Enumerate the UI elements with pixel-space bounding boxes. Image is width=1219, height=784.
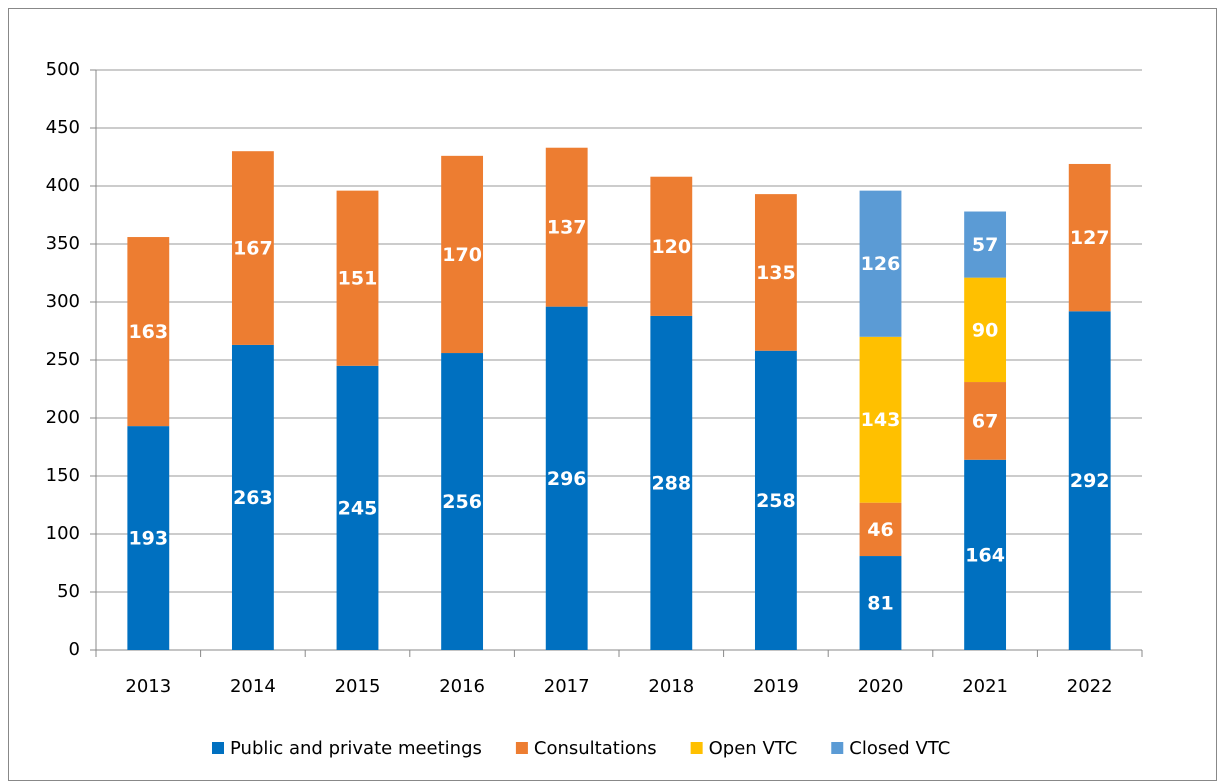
y-tick-label: 350 [46,233,80,254]
x-tick-label: 2015 [335,676,381,697]
bar-segment [650,315,693,650]
data-label: 170 [442,244,482,266]
legend-label: Public and private meetings [230,738,482,759]
data-label: 256 [442,491,482,513]
data-label: 143 [861,409,901,431]
legend-swatch [831,742,844,754]
y-tick-label: 0 [69,639,80,660]
bar-segment [650,176,693,316]
legend-label: Consultations [534,738,657,759]
legend-label: Open VTC [709,738,798,759]
data-label: 245 [338,497,378,519]
bar-segment [964,459,1007,650]
x-tick-label: 2018 [648,676,694,697]
data-label: 46 [867,519,893,541]
bar-segment [545,147,588,307]
bar-segment [964,211,1007,278]
data-label: 151 [338,268,378,290]
data-label: 292 [1070,470,1110,492]
bar-segment [441,155,484,354]
bar-segment [441,353,484,650]
data-label: 263 [233,487,273,509]
data-label: 167 [233,238,273,260]
y-tick-label: 250 [46,349,80,370]
x-tick-label: 2016 [439,676,485,697]
x-tick-label: 2022 [1067,676,1113,697]
x-tick-label: 2019 [753,676,799,697]
bar-segment [231,151,274,345]
bar-segment [336,190,379,366]
y-tick-label: 100 [46,523,80,544]
x-tick-label: 2021 [962,676,1008,697]
y-tick-label: 50 [57,581,80,602]
data-label: 127 [1070,227,1110,249]
data-label: 81 [867,593,893,615]
data-label: 137 [547,217,587,239]
bar-segment [964,382,1007,460]
data-label: 90 [972,319,998,341]
bar-segment [231,344,274,650]
y-tick-label: 400 [46,175,80,196]
data-label: 135 [756,262,796,284]
bar-segment [859,556,902,650]
bar-segment [336,365,379,650]
data-label: 57 [972,234,998,256]
legend-label: Closed VTC [849,738,950,759]
bar-segment [859,190,902,337]
data-label: 67 [972,410,998,432]
bar-segment [754,194,797,351]
data-label: 164 [965,544,1005,566]
y-tick-label: 450 [46,117,80,138]
x-tick-label: 2020 [858,676,904,697]
y-tick-label: 300 [46,291,80,312]
legend-swatch [212,742,224,754]
data-label: 126 [861,253,901,275]
data-label: 296 [547,468,587,490]
bar-segment [859,502,902,557]
bar-segment [859,336,902,503]
y-tick-label: 150 [46,465,80,486]
data-label: 258 [756,490,796,512]
y-tick-label: 200 [46,407,80,428]
bar-segment [1068,163,1111,312]
y-tick-label: 500 [46,59,80,80]
data-label: 288 [651,472,691,494]
bar-segment [127,426,170,650]
data-label: 120 [651,236,691,258]
data-label: 193 [128,528,168,550]
x-tick-label: 2014 [230,676,276,697]
bar-segment [964,277,1007,383]
data-label: 163 [128,321,168,343]
legend-swatch [690,742,703,754]
bar-segment [127,237,170,427]
bar-segment [1068,311,1111,650]
chart-border [8,8,1217,781]
x-tick-label: 2013 [125,676,171,697]
bar-segment [545,306,588,650]
bar-segment [754,350,797,650]
legend-swatch [515,742,528,754]
x-tick-label: 2017 [544,676,590,697]
